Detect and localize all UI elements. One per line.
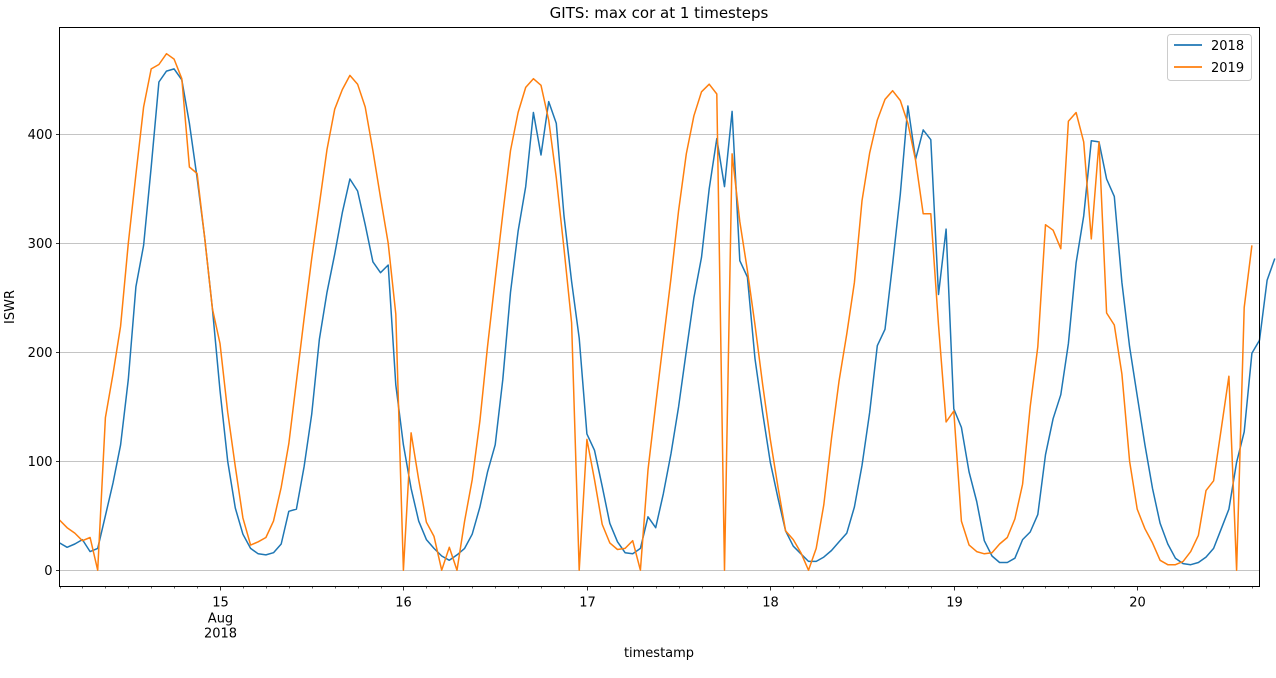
y-axis-label: ISWR: [3, 290, 18, 324]
x-tick-label: 19: [946, 596, 963, 611]
y-tick-label: 400: [28, 128, 53, 143]
plot-frame: [59, 27, 1260, 587]
series-line-2018: [59, 68, 1276, 566]
chart-title: GITS: max cor at 1 timesteps: [550, 4, 769, 22]
x-axis-label: timestamp: [624, 646, 694, 661]
legend-label-2018: 2018: [1211, 39, 1244, 54]
legend-box: [1167, 34, 1252, 81]
x-tick-sublabel: 2018: [204, 627, 237, 642]
x-tick-label: 17: [579, 596, 596, 611]
legend-label-2019: 2019: [1211, 61, 1244, 76]
grid-lines: [59, 134, 1260, 571]
y-tick-label: 100: [28, 455, 53, 470]
y-tick-label: 300: [28, 237, 53, 252]
legend: 2018 2019: [1167, 34, 1252, 81]
y-axis: 0 100 200 300 400: [28, 128, 60, 579]
series-layer: [58, 52, 1276, 571]
x-tick-label: 18: [762, 596, 779, 611]
x-tick-label: 16: [395, 596, 412, 611]
x-tick-label: 15: [212, 596, 229, 611]
x-tick-label: 20: [1129, 596, 1146, 611]
series-line-2019: [58, 52, 1253, 571]
y-tick-label: 0: [44, 564, 52, 579]
y-tick-label: 200: [28, 346, 53, 361]
x-tick-sublabel: Aug: [208, 612, 233, 627]
